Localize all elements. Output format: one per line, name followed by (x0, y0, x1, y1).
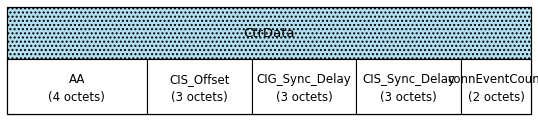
Bar (356, 59, 461, 114)
Text: (4 octets): (4 octets) (48, 91, 105, 104)
Bar (147, 59, 252, 114)
Bar (252, 59, 356, 114)
Bar (7, 7, 531, 114)
Text: CtrData: CtrData (243, 26, 295, 40)
Text: (3 octets): (3 octets) (380, 91, 437, 104)
Bar (461, 59, 531, 114)
Bar (7, 59, 531, 114)
Text: connEventCount: connEventCount (447, 73, 538, 86)
Text: CIS_Sync_Delay: CIS_Sync_Delay (362, 73, 455, 86)
Text: (3 octets): (3 octets) (171, 91, 228, 104)
Text: AA: AA (69, 73, 85, 86)
Text: (2 octets): (2 octets) (468, 91, 525, 104)
Text: CIS_Offset: CIS_Offset (169, 73, 229, 86)
Bar (7, 7, 531, 59)
Text: CIG_Sync_Delay: CIG_Sync_Delay (257, 73, 351, 86)
Text: (3 octets): (3 octets) (275, 91, 332, 104)
Bar (7, 59, 147, 114)
